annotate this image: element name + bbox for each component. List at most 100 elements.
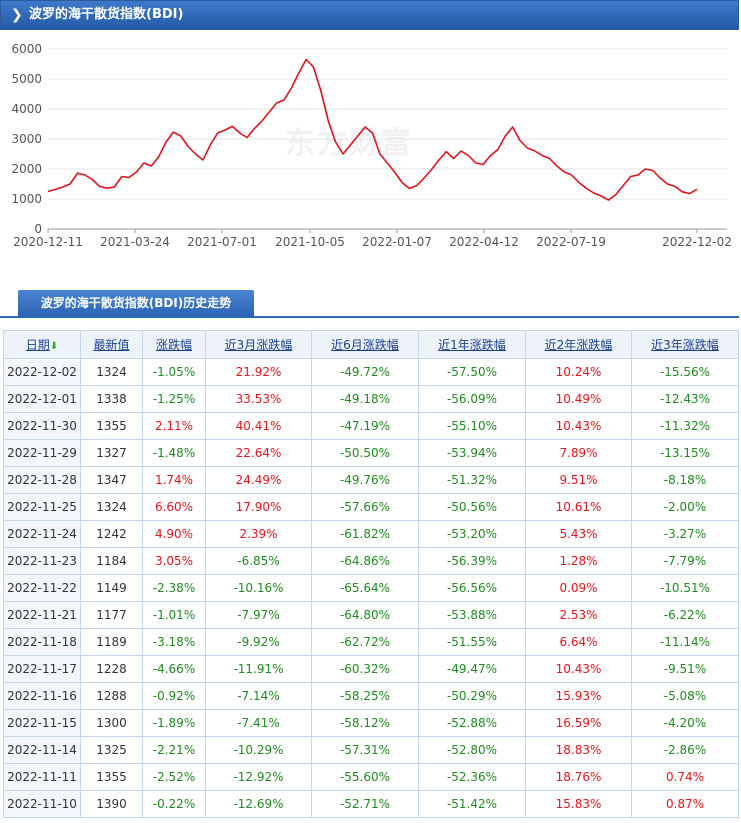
change-cell: -47.19% — [311, 412, 419, 440]
x-tick-label: 2021-07-01 — [187, 235, 257, 249]
column-sort-link[interactable]: 涨跌幅 — [155, 338, 192, 352]
table-row: 2022-11-15 1300 -1.89% -7.41% -58.12% -52.88%… — [3, 709, 739, 737]
date-cell: 2022-11-30 — [3, 412, 81, 440]
column-header[interactable]: 涨跌幅 — [142, 330, 206, 359]
column-header[interactable]: 近3月涨跌幅 — [205, 330, 312, 359]
x-tick-label: 2022-01-07 — [362, 235, 432, 249]
value-cell: 1242 — [80, 520, 143, 548]
change-cell: -11.32% — [631, 412, 739, 440]
table-row: 2022-11-14 1325 -2.21% -10.29% -57.31% -52.80… — [3, 736, 739, 764]
change-cell: -52.88% — [418, 709, 526, 737]
change-cell: 1.74% — [142, 466, 206, 494]
change-cell: 1.28% — [525, 547, 632, 575]
change-cell: -0.92% — [142, 682, 206, 710]
column-header[interactable]: 近1年涨跌幅 — [418, 330, 526, 359]
change-cell: -56.56% — [418, 574, 526, 602]
change-cell: 2.11% — [142, 412, 206, 440]
change-cell: -2.21% — [142, 736, 206, 764]
column-sort-link[interactable]: 近3年涨跌幅 — [651, 338, 719, 352]
change-cell: -9.51% — [631, 655, 739, 683]
date-cell: 2022-11-21 — [3, 601, 81, 629]
column-sort-link[interactable]: 近3月涨跌幅 — [224, 338, 293, 352]
watermark-logo: 东方财富 — [285, 126, 413, 161]
column-sort-link[interactable]: 最新值 — [93, 338, 130, 352]
column-sort-link[interactable]: 日期 — [25, 338, 50, 352]
change-cell: -8.18% — [631, 466, 739, 494]
change-cell: -10.29% — [205, 736, 312, 764]
column-header[interactable]: 近2年涨跌幅 — [525, 330, 632, 359]
value-cell: 1338 — [80, 385, 143, 413]
change-cell: -51.32% — [418, 466, 526, 494]
change-cell: 10.43% — [525, 655, 632, 683]
change-cell: -6.85% — [205, 547, 312, 575]
change-cell: -56.09% — [418, 385, 526, 413]
change-cell: -10.51% — [631, 574, 739, 602]
table-row: 2022-11-16 1288 -0.92% -7.14% -58.25% -50.29%… — [3, 682, 739, 710]
column-sort-link[interactable]: 近2年涨跌幅 — [544, 338, 613, 352]
change-cell: -6.22% — [631, 601, 739, 629]
value-cell: 1325 — [80, 736, 143, 764]
date-cell: 2022-12-02 — [3, 358, 81, 386]
change-cell: -7.97% — [205, 601, 312, 629]
date-cell: 2022-11-15 — [3, 709, 81, 737]
value-cell: 1228 — [80, 655, 143, 683]
value-cell: 1390 — [80, 790, 143, 818]
sort-desc-icon[interactable]: ⬇ — [49, 341, 59, 352]
value-cell: 1149 — [80, 574, 143, 602]
date-cell: 2022-11-29 — [3, 439, 81, 467]
date-cell: 2022-11-18 — [3, 628, 81, 656]
change-cell: 2.53% — [525, 601, 632, 629]
change-cell: 15.93% — [525, 682, 632, 710]
y-tick-label: 1000 — [11, 192, 42, 206]
column-header[interactable]: 日期⬇ — [3, 330, 81, 359]
change-cell: -52.36% — [418, 763, 526, 791]
table-row: 2022-11-30 1355 2.11% 40.41% -47.19% -55.10% 1… — [3, 412, 739, 440]
change-cell: -57.31% — [311, 736, 419, 764]
change-cell: 22.64% — [205, 439, 312, 467]
table-row: 2022-11-17 1228 -4.66% -11.91% -60.32% -49.47… — [3, 655, 739, 683]
change-cell: -49.47% — [418, 655, 526, 683]
tab-bdi-history[interactable]: 波罗的海干散货指数(BDI)历史走势 — [18, 290, 254, 317]
change-cell: -9.92% — [205, 628, 312, 656]
table-row: 2022-11-28 1347 1.74% 24.49% -49.76% -51.32% 9… — [3, 466, 739, 494]
change-cell: 18.83% — [525, 736, 632, 764]
change-cell: 18.76% — [525, 763, 632, 791]
change-cell: 6.64% — [525, 628, 632, 656]
change-cell: -12.43% — [631, 385, 739, 413]
table-row: 2022-11-21 1177 -1.01% -7.97% -64.80% -53.88%… — [3, 601, 739, 629]
change-cell: -1.48% — [142, 439, 206, 467]
date-cell: 2022-11-17 — [3, 655, 81, 683]
change-cell: 9.51% — [525, 466, 632, 494]
value-cell: 1177 — [80, 601, 143, 629]
column-header[interactable]: 近3年涨跌幅 — [631, 330, 739, 359]
column-sort-link[interactable]: 近1年涨跌幅 — [438, 338, 506, 352]
change-cell: 2.39% — [205, 520, 312, 548]
change-cell: 24.49% — [205, 466, 312, 494]
column-sort-link[interactable]: 近6月涨跌幅 — [331, 338, 399, 352]
change-cell: -3.27% — [631, 520, 739, 548]
y-tick-label: 4000 — [11, 102, 42, 116]
change-cell: -57.66% — [311, 493, 419, 521]
column-header[interactable]: 最新值 — [80, 330, 143, 359]
change-cell: -50.56% — [418, 493, 526, 521]
x-tick-label: 2022-04-12 — [449, 235, 519, 249]
change-cell: -4.66% — [142, 655, 206, 683]
change-cell: -7.41% — [205, 709, 312, 737]
change-cell: -15.56% — [631, 358, 739, 386]
change-cell: -51.42% — [418, 790, 526, 818]
change-cell: 0.74% — [631, 763, 739, 791]
table-row: 2022-11-24 1242 4.90% 2.39% -61.82% -53.20% 5.… — [3, 520, 739, 548]
y-tick-label: 3000 — [11, 132, 42, 146]
change-cell: -11.91% — [205, 655, 312, 683]
table-row: 2022-11-11 1355 -2.52% -12.92% -55.60% -52.36… — [3, 763, 739, 791]
date-cell: 2022-11-14 — [3, 736, 81, 764]
value-cell: 1288 — [80, 682, 143, 710]
change-cell: 0.87% — [631, 790, 739, 818]
value-cell: 1184 — [80, 547, 143, 575]
change-cell: 16.59% — [525, 709, 632, 737]
date-cell: 2022-11-16 — [3, 682, 81, 710]
column-header[interactable]: 近6月涨跌幅 — [311, 330, 419, 359]
value-cell: 1324 — [80, 358, 143, 386]
change-cell: -49.76% — [311, 466, 419, 494]
change-cell: -62.72% — [311, 628, 419, 656]
